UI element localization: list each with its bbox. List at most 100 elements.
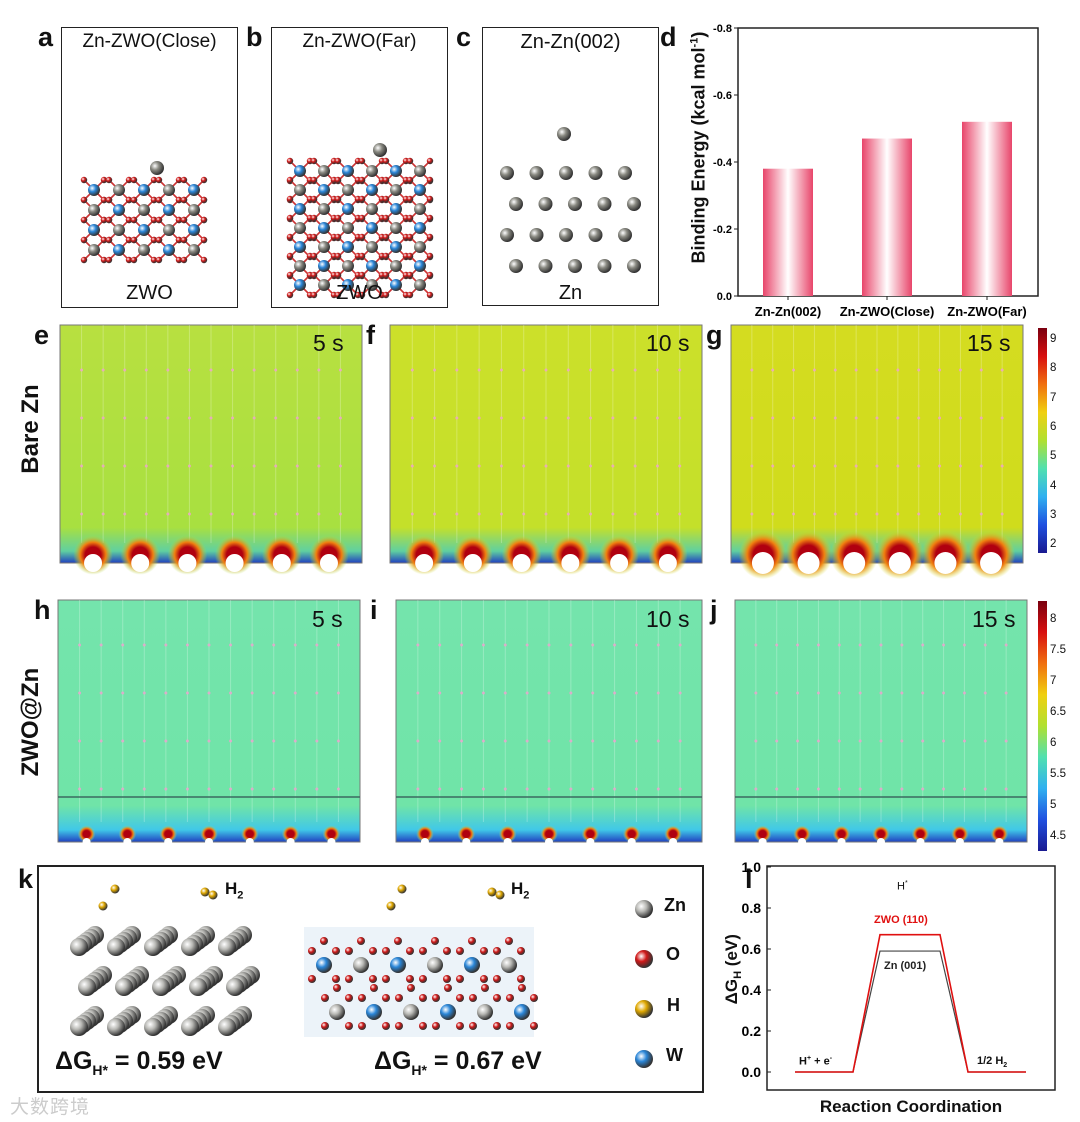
zn-atom	[618, 228, 632, 242]
flux-arrow	[569, 643, 573, 647]
zn-deposit	[995, 838, 1004, 846]
o-atom	[382, 291, 390, 299]
o-atom	[426, 252, 434, 260]
flux-arrow	[274, 416, 278, 420]
o-atom	[155, 176, 163, 184]
flux-arrow	[123, 464, 127, 468]
flux-arrow	[455, 416, 459, 420]
flux-arrow	[295, 368, 299, 372]
hotspot	[832, 825, 851, 843]
zn-deposit	[627, 838, 636, 846]
zn-atom	[88, 204, 100, 216]
o-atom	[125, 176, 133, 184]
flux-arrow	[336, 787, 340, 791]
flux-arrow	[921, 643, 925, 647]
flux-arrow	[854, 416, 858, 420]
flux-arrow	[655, 368, 659, 372]
flux-arrow	[958, 368, 962, 372]
simulation-e	[59, 324, 363, 575]
o-atom	[426, 176, 434, 184]
flux-arrow	[229, 739, 233, 743]
zn-deposit	[131, 554, 150, 572]
panel-label-b: b	[246, 22, 263, 52]
t: -	[829, 1055, 833, 1062]
w-atom	[390, 203, 402, 215]
flux-arrow	[547, 691, 551, 695]
o-atom	[426, 157, 434, 165]
flux-arrow	[250, 787, 254, 791]
flux-arrow	[166, 512, 170, 516]
flux-arrow	[455, 512, 459, 516]
flux-arrow	[917, 368, 921, 372]
time-label-g: 15 s	[967, 330, 1011, 356]
zn-atom	[294, 222, 306, 234]
flux-arrow	[837, 643, 841, 647]
panel-label-e: e	[34, 320, 50, 350]
flux-arrow	[678, 643, 682, 647]
zn-deposit	[843, 552, 866, 574]
colorbar-tick: 7	[1050, 675, 1057, 687]
o-atom	[150, 256, 158, 264]
o-atom	[358, 994, 366, 1002]
o-atom	[80, 256, 88, 264]
flux-arrow	[900, 643, 904, 647]
flux-arrow	[1004, 691, 1008, 695]
o-atom	[530, 1022, 538, 1030]
t: 1/2 H	[977, 1055, 1004, 1067]
zn-deposit	[610, 554, 629, 572]
zn-deposit	[561, 554, 580, 572]
adsorbed-zn-atom	[557, 127, 571, 141]
flux-arrow	[754, 739, 758, 743]
t: H	[799, 1055, 807, 1068]
o-atom	[334, 271, 342, 279]
o-atom	[406, 233, 414, 241]
flux-arrow	[678, 691, 682, 695]
flux-arrow	[209, 464, 213, 468]
zn-deposit	[164, 838, 173, 846]
flux-arrow	[416, 643, 420, 647]
colorbar-tick: 8	[1050, 362, 1057, 375]
flux-arrow	[503, 739, 507, 743]
flux-arrow	[209, 416, 213, 420]
flux-arrow	[812, 416, 816, 420]
flux-arrow	[460, 643, 464, 647]
h-atom	[110, 884, 120, 894]
zn-delta-g-value: ΔGH* = 0.59 eV	[55, 1047, 223, 1078]
flux-arrow	[460, 787, 464, 791]
flux-arrow	[547, 787, 551, 791]
zn-atom	[181, 1018, 199, 1036]
flux-arrow	[812, 464, 816, 468]
flux-arrow	[121, 643, 125, 647]
h-atom	[98, 901, 108, 911]
flux-arrow	[566, 464, 570, 468]
flux-arrow	[921, 787, 925, 791]
o-atom	[419, 947, 427, 955]
zn-atom	[627, 197, 641, 211]
o-atom	[321, 1022, 329, 1030]
flux-arrow	[775, 691, 779, 695]
o-atom	[419, 975, 427, 983]
flux-arrow	[438, 739, 442, 743]
flux-arrow	[121, 691, 125, 695]
o-atom	[130, 196, 138, 204]
panel-label-h: h	[34, 595, 51, 625]
zn-atom	[353, 957, 369, 973]
o-atom	[456, 947, 464, 955]
hotspot	[872, 825, 890, 843]
flux-arrow	[433, 416, 437, 420]
w-atom	[342, 241, 354, 253]
x-tick-label: Zn-Zn(002)	[755, 304, 821, 319]
o-atom	[382, 994, 390, 1002]
flux-arrow	[792, 416, 796, 420]
o-atom	[200, 256, 208, 264]
o-atom	[105, 216, 113, 224]
flux-arrow	[1004, 739, 1008, 743]
hotspot	[322, 825, 341, 843]
hydrogen-adsorption-structures	[70, 884, 653, 1068]
flux-arrow	[250, 643, 254, 647]
flux-arrow	[544, 464, 548, 468]
w-atom	[318, 184, 330, 196]
flux-arrow	[879, 691, 883, 695]
flux-arrow	[252, 464, 256, 468]
o-atom	[506, 1022, 514, 1030]
